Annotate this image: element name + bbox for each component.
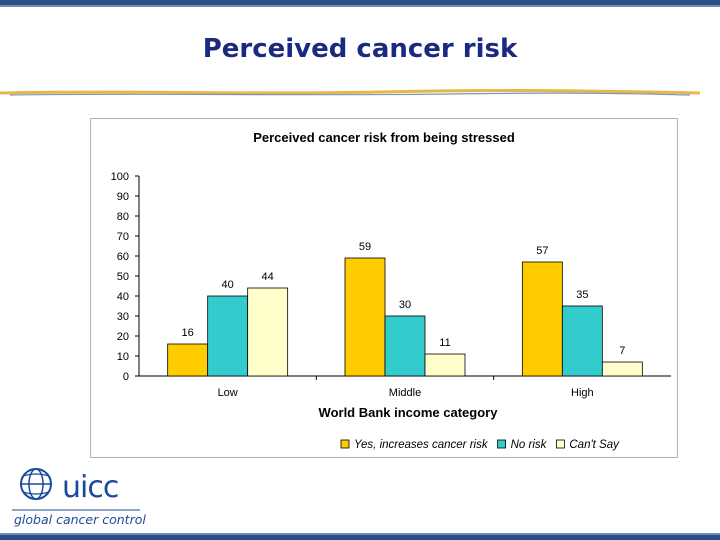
bar-data-label: 7 (619, 345, 625, 357)
bar-data-label: 59 (359, 241, 371, 253)
bar (247, 287, 289, 377)
bar-data-label: 35 (576, 289, 588, 301)
bar (344, 257, 386, 377)
y-tick-label: 80 (117, 211, 129, 223)
bar (424, 353, 466, 377)
top-stripe (0, 0, 720, 7)
x-tick-label: High (571, 387, 594, 399)
bar-data-label: 40 (222, 279, 234, 291)
bar-data-label: 57 (536, 245, 548, 257)
legend-label: Yes, increases cancer risk (354, 439, 489, 451)
bar (167, 343, 209, 377)
uicc-logo-icon (12, 468, 140, 511)
bar-chart: Perceived cancer risk from being stresse… (111, 130, 671, 451)
bar (601, 361, 643, 377)
legend-label: No risk (511, 439, 548, 451)
legend-label: Can't Say (569, 439, 620, 451)
chart-container: Perceived cancer risk from being stresse… (90, 118, 678, 458)
y-tick-label: 100 (111, 171, 129, 183)
slide-title: Perceived cancer risk (202, 34, 518, 64)
y-tick-label: 70 (117, 231, 129, 243)
bar-data-label: 30 (399, 299, 411, 311)
logo-wordmark: uicc (62, 470, 119, 505)
y-tick-label: 20 (117, 331, 129, 343)
y-tick-label: 10 (117, 351, 129, 363)
y-tick-label: 90 (117, 191, 129, 203)
bar (384, 315, 426, 377)
bottom-stripe (0, 533, 720, 540)
y-tick-label: 50 (117, 271, 129, 283)
y-tick-label: 0 (123, 371, 129, 383)
bar (521, 261, 563, 377)
bar (561, 305, 603, 377)
y-tick-label: 60 (117, 251, 129, 263)
title-underline (0, 88, 701, 96)
bar-data-label: 16 (182, 327, 194, 339)
bar-data-label: 44 (262, 271, 274, 283)
bar-data-label: 11 (439, 337, 450, 349)
x-axis-label: World Bank income category (319, 405, 499, 420)
y-tick-label: 30 (117, 311, 129, 323)
legend-swatch (340, 439, 350, 449)
legend-swatch (497, 439, 506, 449)
x-tick-label: Low (218, 387, 238, 399)
y-tick-label: 40 (117, 291, 129, 303)
logo-tagline: global cancer control (14, 512, 146, 527)
chart-title: Perceived cancer risk from being stresse… (253, 130, 515, 145)
legend-swatch (555, 439, 565, 449)
x-tick-label: Middle (389, 387, 421, 399)
bar (207, 295, 249, 377)
